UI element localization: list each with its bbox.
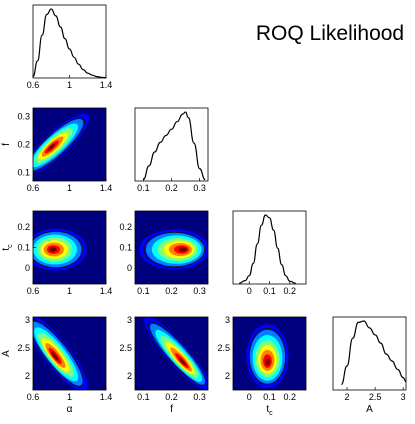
x-tick-label-diag: 0.2 (165, 183, 178, 193)
y-tick-label: 2 (127, 371, 132, 381)
contour-line (248, 328, 287, 385)
marginal-curve-A (340, 320, 407, 386)
y-axis-label-f: f (1, 143, 12, 146)
chart-title: ROQ Likelihood (256, 22, 404, 45)
x-tick-label-joint: 0.3 (193, 392, 206, 402)
marginal-tc (232, 210, 307, 285)
x-tick-label-joint: 0.1 (137, 392, 150, 402)
x-tick-label-joint: 0.6 (27, 183, 40, 193)
density-level-8 (178, 357, 187, 367)
x-tick-label-joint: 0 (247, 392, 252, 402)
joint-f-tc (134, 210, 209, 285)
x-tick-label-joint: 0.2 (284, 392, 297, 402)
x-tick-label-joint: 0.6 (27, 286, 40, 296)
joint-tc-A (232, 316, 307, 391)
x-tick-label-diag: 0.1 (137, 183, 150, 193)
y-tick-label: 0.1 (17, 243, 30, 253)
contour-line (33, 320, 84, 387)
density-level-8 (49, 247, 57, 252)
y-tick-label: 0 (127, 263, 132, 273)
x-axis-label-alpha: α (67, 404, 73, 415)
x-tick-label-joint: 0.2 (165, 392, 178, 402)
contour-line (33, 117, 86, 172)
joint-f-A (134, 316, 209, 391)
x-tick-label-diag: 0.2 (284, 286, 297, 296)
contour-line (33, 230, 83, 269)
panel-background (135, 108, 208, 181)
joint-alpha-f (32, 107, 107, 182)
x-tick-label-diag: 2.5 (369, 392, 382, 402)
x-tick-label-joint: 1.4 (100, 183, 113, 193)
y-tick-label: 0.2 (17, 140, 30, 150)
panel-frame (332, 316, 407, 391)
x-tick-label-diag: 1.4 (100, 80, 113, 90)
marginal-curve-tc (239, 214, 296, 284)
y-tick-label: 2 (25, 371, 30, 381)
x-tick-label-joint: 0.1 (263, 392, 276, 402)
marginal-alpha (32, 4, 107, 79)
y-tick-label: 3 (25, 315, 30, 325)
density-level-8 (265, 358, 270, 366)
marginal-A (332, 316, 407, 391)
marginal-curve-f (143, 111, 206, 181)
y-tick-label: 0.2 (119, 222, 132, 232)
joint-alpha-tc (32, 210, 107, 285)
y-tick-label: 2 (225, 371, 230, 381)
panel-background (333, 317, 406, 390)
x-tick-label-joint: 1 (67, 183, 72, 193)
x-tick-label-diag: 0.6 (27, 80, 40, 90)
y-axis-label-A: A (1, 350, 12, 357)
y-tick-label: 2.5 (119, 343, 132, 353)
density-level-8 (178, 247, 187, 252)
x-tick-label-diag: 2 (345, 392, 350, 402)
x-tick-label-joint: 1.4 (100, 392, 113, 402)
x-axis-label-f: f (170, 404, 173, 415)
panel-background (233, 211, 306, 284)
marginal-curve-alpha (32, 8, 107, 79)
y-tick-label: 3 (225, 315, 230, 325)
panel-background (33, 5, 106, 78)
marginal-f (134, 107, 209, 182)
x-tick-label-diag: 3 (401, 392, 406, 402)
y-tick-label: 0.3 (17, 111, 30, 121)
contour-line (148, 321, 206, 386)
y-tick-label: 3 (127, 315, 132, 325)
y-axis-label-tc: tc (1, 244, 14, 251)
x-tick-label-joint: 0.6 (27, 392, 40, 402)
contour-line (143, 231, 206, 268)
x-tick-label-diag: 1 (67, 80, 72, 90)
y-tick-label: 2.5 (17, 343, 30, 353)
y-tick-label: 0.2 (17, 222, 30, 232)
x-tick-label-joint: 1 (67, 286, 72, 296)
y-tick-label: 0.1 (17, 168, 30, 178)
x-tick-label-joint: 1.4 (100, 286, 113, 296)
x-axis-label-A: A (366, 404, 373, 415)
x-tick-label-diag: 0 (247, 286, 252, 296)
x-axis-label-tc: tc (266, 404, 273, 417)
y-tick-label: 0 (25, 263, 30, 273)
y-tick-label: 2.5 (217, 343, 230, 353)
density-level-8 (47, 143, 56, 151)
x-tick-label-joint: 0.1 (137, 286, 150, 296)
x-tick-label-joint: 0.2 (165, 286, 178, 296)
x-tick-label-diag: 0.1 (263, 286, 276, 296)
y-tick-label: 0.1 (119, 243, 132, 253)
density-level-8 (51, 351, 59, 361)
x-tick-label-joint: 1 (67, 392, 72, 402)
x-tick-label-diag: 0.3 (193, 183, 206, 193)
x-tick-label-joint: 0.3 (193, 286, 206, 296)
joint-alpha-A (32, 316, 107, 391)
